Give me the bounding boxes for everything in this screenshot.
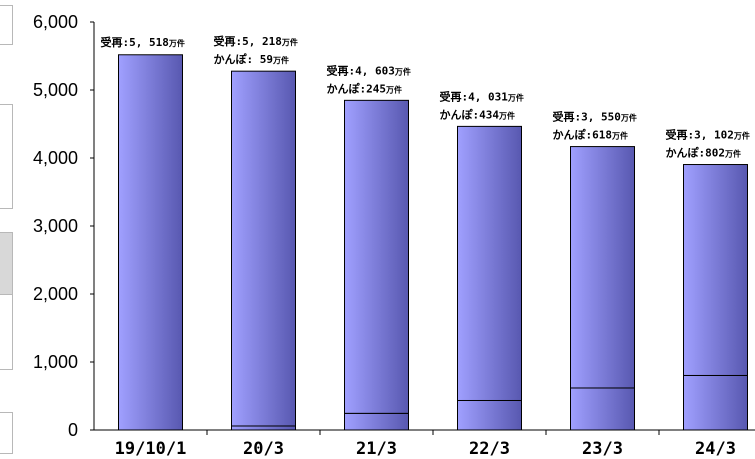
bar-segment-jusai bbox=[344, 99, 409, 414]
x-category-label: 22/3 bbox=[469, 439, 510, 459]
y-tick-label: 6,000 bbox=[33, 12, 78, 32]
y-tick-label: 5,000 bbox=[33, 80, 78, 100]
annotation-kanpo: かんぽ:434万件 bbox=[440, 107, 516, 121]
annotation-jusai: 受再:5, 518万件 bbox=[101, 35, 185, 49]
bars-group bbox=[118, 54, 748, 431]
annotation-kanpo: かんぽ:618万件 bbox=[553, 128, 629, 142]
bar-segment-kanpo bbox=[231, 425, 296, 431]
bar-segment-jusai bbox=[118, 54, 183, 431]
bar-segment-jusai bbox=[457, 125, 522, 401]
y-tick-label: 1,000 bbox=[33, 352, 78, 372]
bar-segment-jusai bbox=[683, 164, 748, 376]
x-category-label: 20/3 bbox=[243, 439, 284, 459]
annotation-jusai: 受再:3, 102万件 bbox=[666, 128, 750, 142]
annotation-jusai: 受再:4, 603万件 bbox=[327, 63, 411, 77]
x-category-label: 21/3 bbox=[356, 439, 397, 459]
annotation-kanpo: かんぽ: 59万件 bbox=[214, 52, 290, 66]
x-category-label: 19/10/1 bbox=[115, 439, 187, 459]
y-tick-label: 0 bbox=[68, 420, 78, 440]
x-category-label: 23/3 bbox=[582, 439, 623, 459]
left-edge-box-5 bbox=[0, 412, 13, 454]
y-tick-label: 3,000 bbox=[33, 216, 78, 236]
bar-segment-jusai bbox=[570, 146, 635, 389]
bar-segment-kanpo bbox=[570, 387, 635, 431]
annotation-jusai: 受再:3, 550万件 bbox=[553, 110, 637, 124]
x-category-label: 24/3 bbox=[695, 439, 736, 459]
y-tick-label: 4,000 bbox=[33, 148, 78, 168]
annotation-jusai: 受再:4, 031万件 bbox=[440, 89, 524, 103]
annotation-jusai: 受再:5, 218万件 bbox=[214, 34, 298, 48]
left-edge-box-4 bbox=[0, 294, 13, 370]
left-edge-box-2 bbox=[0, 104, 13, 209]
axes-group: 0 1,000 2,000 3,000 4,000 5,000 6,000 bbox=[33, 12, 755, 440]
y-tick-label: 2,000 bbox=[33, 284, 78, 304]
bar-segment-kanpo bbox=[457, 399, 522, 431]
bar-segment-kanpo bbox=[344, 412, 409, 431]
left-edge-box-1 bbox=[0, 5, 13, 45]
bar-segment-kanpo bbox=[683, 374, 748, 431]
bar-segment-jusai bbox=[231, 70, 296, 427]
annotation-kanpo: かんぽ:245万件 bbox=[327, 81, 403, 95]
annotation-kanpo: かんぽ:802万件 bbox=[666, 146, 742, 160]
